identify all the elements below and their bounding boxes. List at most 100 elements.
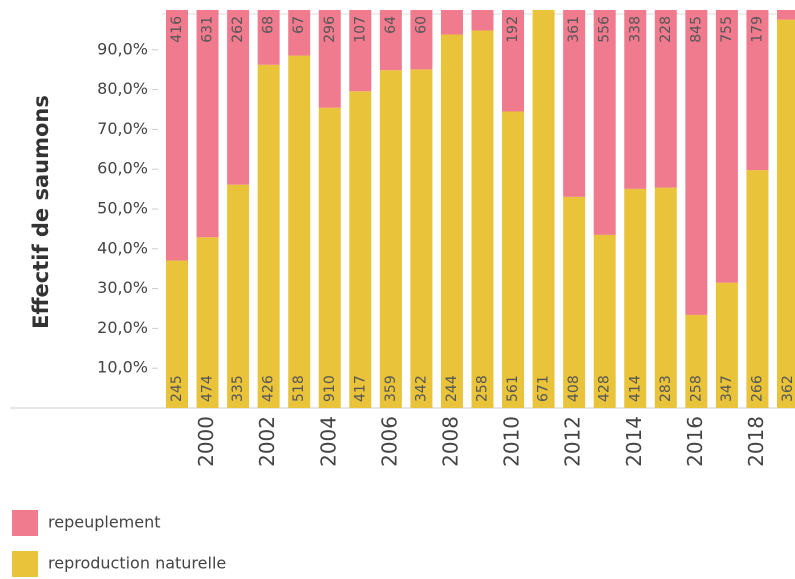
data-label: 296 (322, 16, 338, 43)
legend-swatch (12, 551, 38, 577)
data-label: 474 (200, 375, 216, 402)
legend-swatch (12, 510, 38, 536)
data-label: 910 (322, 375, 338, 402)
bar-segment (166, 10, 188, 261)
data-label: 262 (230, 16, 246, 43)
x-tick-label: 2004 (316, 416, 340, 467)
bar-segment (685, 10, 708, 315)
data-label: 64 (383, 16, 399, 34)
x-tick-label: 2010 (500, 416, 524, 467)
data-label: 179 (749, 16, 765, 43)
bar-segment (257, 10, 280, 65)
bar-segment (777, 19, 795, 408)
data-label: 228 (658, 16, 674, 43)
data-label: 245 (169, 375, 185, 402)
y-tick-label: 30,0% (97, 278, 148, 297)
x-tick-label: 2018 (744, 416, 768, 467)
bar-segment (318, 10, 341, 108)
data-label: 428 (597, 375, 613, 402)
bar-segment (563, 10, 586, 197)
x-tick-label: 2014 (622, 416, 646, 467)
data-label: 258 (475, 375, 491, 402)
bar-segment (227, 10, 250, 185)
data-label: 258 (688, 375, 704, 402)
bar-segment (288, 10, 311, 56)
bar-segment (410, 10, 433, 70)
data-label: 426 (261, 375, 277, 402)
x-tick-label: 2006 (377, 416, 401, 467)
y-tick-label: 80,0% (97, 79, 148, 98)
bar-segment (563, 196, 586, 408)
bar-segment (471, 30, 494, 409)
bar-segment (502, 111, 525, 409)
bar-segment (654, 10, 677, 188)
legend-label: reproduction naturelle (48, 554, 226, 573)
bar-segment (502, 10, 525, 112)
y-tick-label: 50,0% (97, 199, 148, 218)
data-label: 347 (719, 375, 735, 402)
bar-segment (593, 234, 616, 408)
data-label: 359 (383, 375, 399, 402)
bar-segment (593, 10, 616, 235)
x-tick-label: 2008 (438, 416, 462, 467)
bar-segment (777, 10, 795, 20)
data-label: 244 (444, 375, 460, 402)
y-tick-label: 60,0% (97, 159, 148, 178)
bar-segment (257, 64, 280, 408)
y-axis-label: Effectif de saumons (29, 95, 53, 329)
data-label: 68 (261, 16, 277, 34)
data-label: 107 (352, 16, 368, 43)
bar-segment (624, 188, 647, 408)
x-tick-label: 2000 (194, 416, 218, 467)
x-tick-label: 2016 (683, 416, 707, 467)
data-label: 362 (780, 375, 795, 402)
bar-segment (410, 69, 433, 408)
data-label: 556 (597, 16, 613, 43)
bar-segment (715, 10, 738, 283)
bar-segment (685, 314, 708, 408)
bar-segment (746, 10, 769, 171)
data-label: 192 (505, 16, 521, 43)
data-label: 67 (291, 16, 307, 34)
bar-segment (379, 10, 402, 71)
data-label: 845 (688, 16, 704, 43)
bar-segment (196, 237, 219, 408)
bar-segment (440, 10, 463, 35)
y-tick-label: 10,0% (97, 358, 148, 377)
data-label: 361 (566, 16, 582, 43)
data-label: 342 (413, 375, 429, 402)
bar-segment (288, 55, 311, 408)
bar-segment (746, 170, 769, 408)
data-label: 416 (169, 16, 185, 43)
bar-segment (196, 10, 219, 238)
bar-segment (318, 107, 341, 408)
bar-segment (379, 70, 402, 408)
data-label: 408 (566, 375, 582, 402)
data-label: 755 (719, 16, 735, 43)
bar-segment (654, 187, 677, 408)
data-label: 266 (749, 375, 765, 402)
y-tick-label: 20,0% (97, 318, 148, 337)
bar-segment (227, 184, 250, 408)
data-label: 335 (230, 375, 246, 402)
data-label: 518 (291, 375, 307, 402)
data-label: 417 (352, 375, 368, 402)
bar-segment (624, 10, 647, 189)
y-tick-label: 90,0% (97, 39, 148, 58)
y-tick-label: 70,0% (97, 119, 148, 138)
data-label: 338 (627, 16, 643, 43)
bar-segment (349, 10, 372, 92)
data-label: 631 (200, 16, 216, 43)
x-tick-label: 2012 (561, 416, 585, 467)
bar-segment (471, 10, 494, 31)
data-label: 60 (413, 16, 429, 34)
data-label: 414 (627, 375, 643, 402)
bar-segment (166, 260, 188, 408)
data-label: 671 (536, 375, 552, 402)
data-label: 561 (505, 375, 521, 402)
bar-segment (349, 91, 372, 408)
x-tick-label: 2002 (255, 416, 279, 467)
data-label: 283 (658, 375, 674, 402)
legend-label: repeuplement (48, 513, 161, 532)
